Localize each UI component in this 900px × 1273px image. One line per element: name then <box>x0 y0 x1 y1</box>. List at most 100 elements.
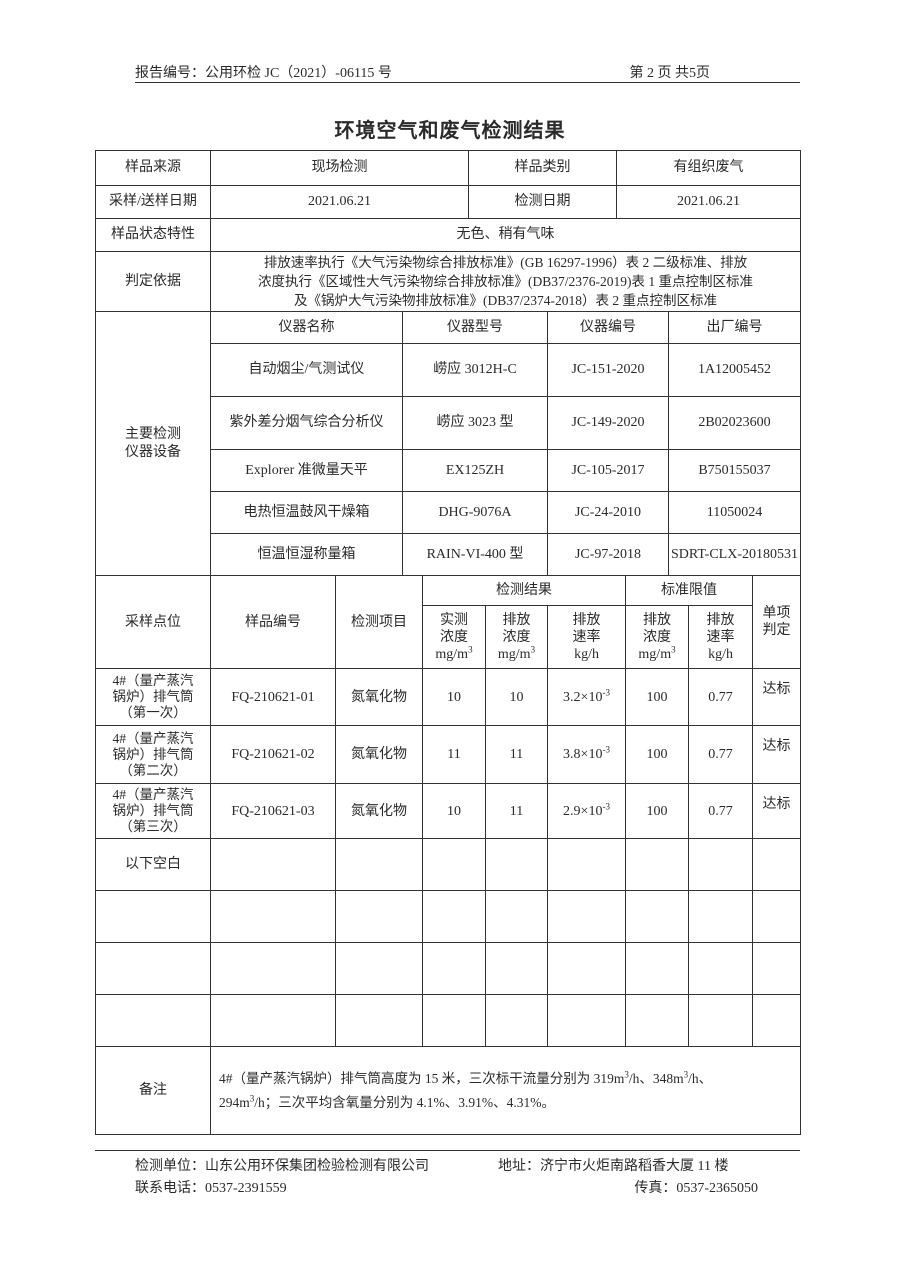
table-row: 电热恒温鼓风干燥箱 DHG-9076A JC-24-2010 11050024 <box>96 491 801 534</box>
remarks-row: 备注 4#（量产蒸汽锅炉）排气筒高度为 15 米，三次标干流量分别为 319m3… <box>95 1046 802 1135</box>
col-header-lim-rate: 排放 速率 kg/h <box>688 605 754 669</box>
page-footer: 检测单位：山东公用环保集团检验检测有限公司 地址：济宁市火炬南路稻香大厦 11 … <box>95 1150 800 1196</box>
instrument-model: 崂应 3023 型 <box>402 396 548 450</box>
judge: 达标 <box>752 783 802 839</box>
test-unit: 检测单位：山东公用环保集团检验检测有限公司 <box>135 1159 429 1174</box>
blank-row <box>95 994 802 1047</box>
table-row: Explorer 准微量天平 EX125ZH JC-105-2017 B7501… <box>96 449 801 492</box>
blank-note: 以下空白 <box>95 838 211 891</box>
page-header: 报告编号：公用环检 JC（2021）-06115 号 第 2 页 共5页 <box>135 60 800 83</box>
state-label: 样品状态特性 <box>95 218 211 252</box>
blank-row <box>95 890 802 943</box>
category-value: 有组织废气 <box>616 150 801 186</box>
col-header-lim-conc: 排放 浓度 mg/m3 <box>625 605 690 669</box>
instrument-id: JC-105-2017 <box>547 449 669 492</box>
sample-info-table: 样品来源 现场检测 样品类别 有组织废气 采样/送样日期 2021.06.21 … <box>95 150 801 312</box>
col-header-judge: 单项 判定 <box>752 575 802 669</box>
col-header-results: 检测结果 <box>421 575 627 606</box>
col-header-emis-conc: 排放 浓度 mg/m3 <box>485 605 548 669</box>
table-row: 紫外差分烟气综合分析仪 崂应 3023 型 JC-149-2020 2B0202… <box>96 396 801 450</box>
basis-line: 及《锅炉大气污染物排放标准》(DB37/2374-2018）表 2 重点控制区标… <box>294 293 717 308</box>
header-line: 判定 <box>762 623 791 638</box>
col-header-limits: 标准限值 <box>625 575 754 606</box>
instrument-model: DHG-9076A <box>402 491 548 534</box>
judge: 达标 <box>752 668 802 726</box>
meas-conc: 10 <box>422 668 486 726</box>
factory-id: SDRT-CLX-20180531 <box>668 533 801 576</box>
col-header-meas-conc: 实测 浓度 mg/m3 <box>422 605 486 669</box>
basis-line: 排放速率执行《大气污染物综合排放标准》(GB 16297-1996）表 2 二级… <box>263 255 748 270</box>
table-row: 4#（量产蒸汽 锅炉）排气筒 （第三次） FQ-210621-03 氮氧化物 10 … <box>95 783 802 839</box>
emis-conc: 11 <box>485 783 548 839</box>
instrument-id: JC-151-2020 <box>547 343 669 397</box>
sample-date-value: 2021.06.21 <box>210 185 469 219</box>
emis-conc: 10 <box>485 668 548 726</box>
instrument-model: EX125ZH <box>402 449 548 492</box>
sample-no: FQ-210621-03 <box>210 783 336 839</box>
sample-date-label: 采样/送样日期 <box>95 185 211 219</box>
lim-rate: 0.77 <box>688 783 754 839</box>
instrument-id: JC-97-2018 <box>547 533 669 576</box>
col-header: 出厂编号 <box>668 311 801 344</box>
factory-id: B750155037 <box>668 449 801 492</box>
meas-conc: 11 <box>422 725 486 784</box>
emis-rate: 3.8×10-3 <box>546 725 627 784</box>
sampling-point: 4#（量产蒸汽 锅炉）排气筒 （第二次） <box>95 725 211 784</box>
basis-value: 排放速率执行《大气污染物综合排放标准》(GB 16297-1996）表 2 二级… <box>210 251 801 312</box>
source-label: 样品来源 <box>95 150 211 186</box>
results-table: 采样点位 样品编号 检测项目 检测结果 标准限值 单项 判定 实测 浓度 mg/m3… <box>95 575 802 1135</box>
emis-rate: 3.2×10-3 <box>546 668 627 726</box>
factory-id: 11050024 <box>668 491 801 534</box>
instrument-name: 紫外差分烟气综合分析仪 <box>210 396 403 450</box>
factory-id: 2B02023600 <box>668 396 801 450</box>
judge: 达标 <box>752 725 802 784</box>
item: 氮氧化物 <box>335 668 423 726</box>
instrument-model: 崂应 3012H-C <box>402 343 548 397</box>
basis-line: 浓度执行《区域性大气污染物综合排放标准》(DB37/2376-2019)表 1 … <box>258 274 753 289</box>
blank-row: 以下空白 <box>95 838 802 891</box>
fax: 传真：0537-2365050 <box>634 1181 758 1196</box>
instruments-label: 主要检测 仪器设备 <box>95 311 211 576</box>
lim-conc: 100 <box>625 668 690 726</box>
test-date-value: 2021.06.21 <box>616 185 801 219</box>
col-header: 仪器名称 <box>210 311 403 344</box>
col-header: 仪器型号 <box>402 311 548 344</box>
report-number: 报告编号：公用环检 JC（2021）-06115 号 <box>135 66 392 81</box>
label-line: 主要检测 <box>125 426 181 442</box>
lim-rate: 0.77 <box>688 668 754 726</box>
col-header: 仪器编号 <box>547 311 669 344</box>
page-number: 第 2 页 共5页 <box>629 66 711 81</box>
blank-row <box>95 942 802 995</box>
instrument-id: JC-24-2010 <box>547 491 669 534</box>
label-line: 仪器设备 <box>125 444 181 460</box>
col-header-sample-no: 样品编号 <box>210 575 336 669</box>
sampling-point: 4#（量产蒸汽 锅炉）排气筒 （第一次） <box>95 668 211 726</box>
factory-id: 1A12005452 <box>668 343 801 397</box>
test-date-label: 检测日期 <box>468 185 617 219</box>
emis-conc: 11 <box>485 725 548 784</box>
table-row: 4#（量产蒸汽 锅炉）排气筒 （第二次） FQ-210621-02 氮氧化物 11 … <box>95 725 802 784</box>
basis-label: 判定依据 <box>95 251 211 312</box>
lim-rate: 0.77 <box>688 725 754 784</box>
state-value: 无色、稍有气味 <box>210 218 801 252</box>
page-title: 环境空气和废气检测结果 <box>334 120 566 142</box>
instrument-name: Explorer 准微量天平 <box>210 449 403 492</box>
instrument-model: RAIN-VI-400 型 <box>402 533 548 576</box>
item: 氮氧化物 <box>335 725 423 784</box>
sample-no: FQ-210621-01 <box>210 668 336 726</box>
lim-conc: 100 <box>625 783 690 839</box>
source-value: 现场检测 <box>210 150 469 186</box>
phone: 联系电话：0537-2391559 <box>135 1181 287 1196</box>
table-row: 4#（量产蒸汽 锅炉）排气筒 （第一次） FQ-210621-01 氮氧化物 10 … <box>95 668 802 726</box>
address: 地址：济宁市火炬南路稻香大厦 11 楼 <box>498 1159 729 1174</box>
col-header-point: 采样点位 <box>95 575 211 669</box>
col-header-emis-rate: 排放 速率 kg/h <box>546 605 627 669</box>
remarks-label: 备注 <box>95 1046 211 1135</box>
emis-rate: 2.9×10-3 <box>546 783 627 839</box>
instruments-table: 主要检测 仪器设备 仪器名称 仪器型号 仪器编号 出厂编号 自动烟尘/气测试仪 … <box>95 311 801 576</box>
category-label: 样品类别 <box>468 150 617 186</box>
instrument-id: JC-149-2020 <box>547 396 669 450</box>
instrument-name: 电热恒温鼓风干燥箱 <box>210 491 403 534</box>
instrument-name: 自动烟尘/气测试仪 <box>210 343 403 397</box>
sampling-point: 4#（量产蒸汽 锅炉）排气筒 （第三次） <box>95 783 211 839</box>
